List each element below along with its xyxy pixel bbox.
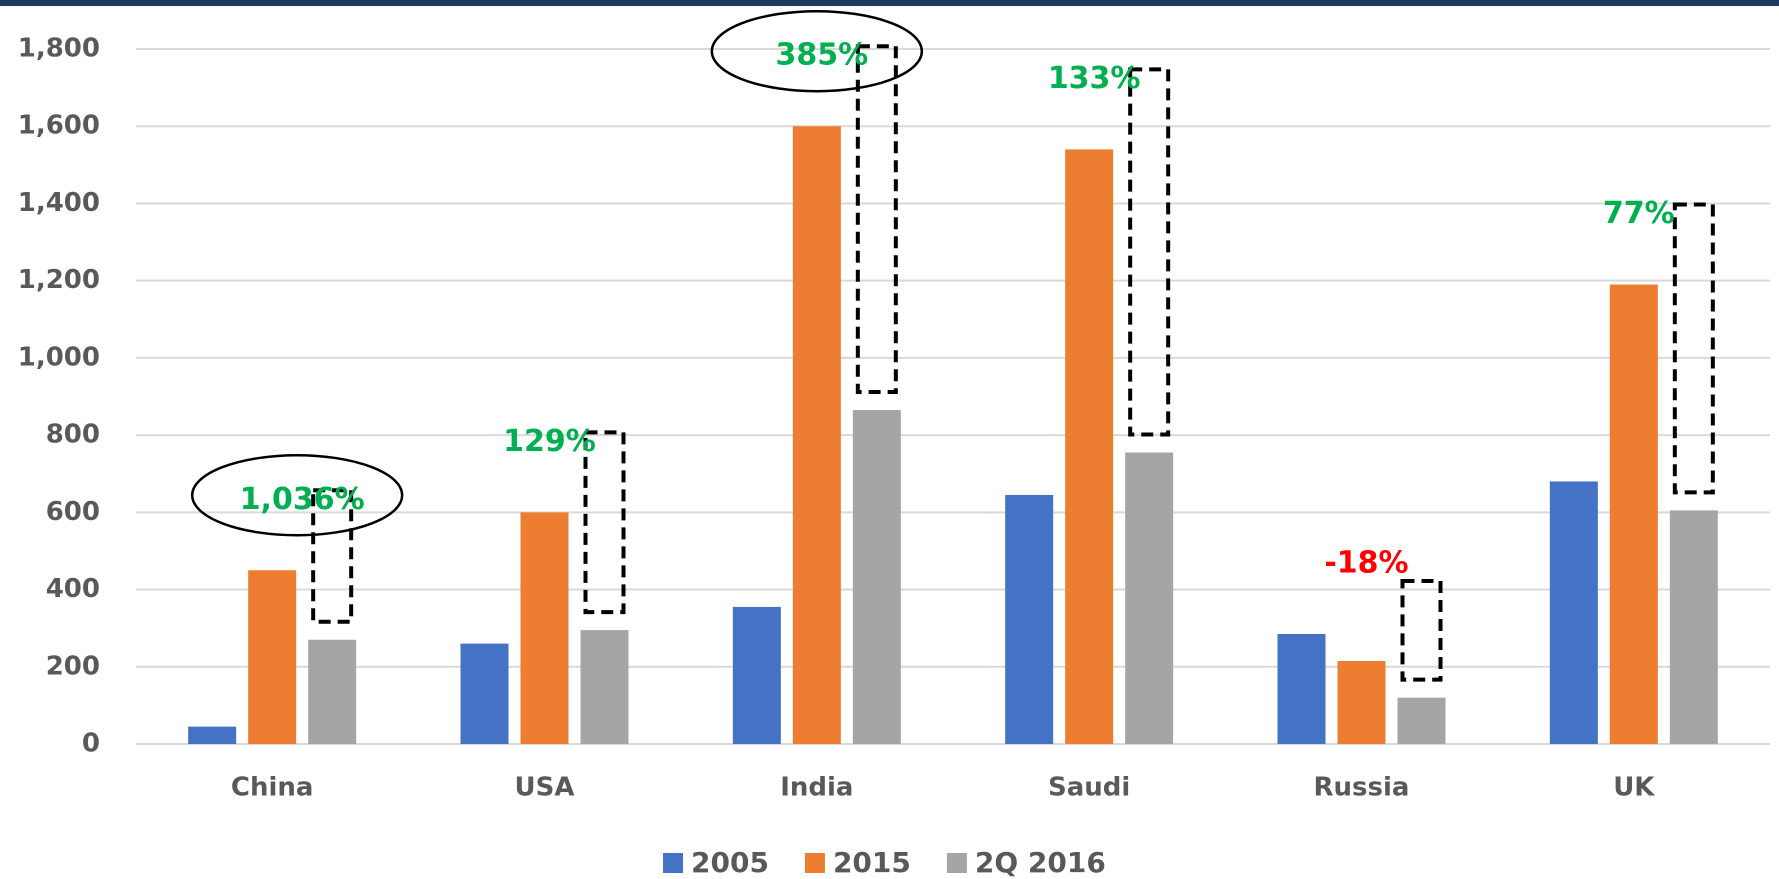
annotation: 129%	[503, 424, 596, 459]
legend-label: 2015	[833, 846, 911, 879]
bar	[248, 570, 297, 744]
bar	[1337, 660, 1386, 744]
bar	[1005, 494, 1054, 744]
annotation: 77%	[1603, 196, 1675, 231]
dashed-box	[1128, 67, 1171, 437]
bar	[1669, 510, 1718, 744]
annotation-circle	[190, 454, 404, 537]
legend-swatch	[946, 853, 967, 873]
bar	[732, 606, 781, 744]
bar	[1397, 697, 1446, 744]
bar	[520, 512, 569, 744]
x-tick-label: Saudi	[1048, 773, 1130, 803]
annotation: 385%	[775, 38, 868, 73]
x-tick-label: India	[780, 773, 853, 803]
dashed-box	[1672, 202, 1715, 495]
bar	[188, 726, 237, 744]
bar	[460, 643, 509, 744]
y-tick-label: 200	[46, 651, 100, 681]
x-tick-label: UK	[1613, 773, 1655, 803]
bar	[580, 630, 629, 744]
annotation: 133%	[1048, 61, 1141, 96]
bar	[852, 410, 901, 744]
y-tick-label: 1,200	[18, 265, 100, 295]
dashed-box	[855, 44, 898, 395]
annotation-circle	[710, 9, 924, 93]
y-tick-label: 0	[82, 729, 100, 759]
legend-swatch	[663, 853, 683, 873]
y-tick-label: 400	[46, 574, 100, 604]
y-tick-label: 1,800	[18, 34, 100, 64]
top-bar	[0, 0, 1779, 6]
legend-label: 2005	[691, 846, 769, 879]
dashed-box	[1400, 578, 1443, 682]
y-tick-label: 600	[46, 497, 100, 527]
y-tick-label: 800	[46, 420, 100, 450]
dashed-box	[311, 488, 354, 624]
y-tick-label: 1,000	[18, 342, 100, 372]
bar	[1125, 452, 1174, 744]
bar	[1277, 633, 1326, 744]
bar	[308, 639, 357, 744]
x-tick-label: USA	[515, 773, 575, 803]
y-tick-label: 1,400	[18, 188, 100, 218]
annotation: -18%	[1324, 545, 1408, 580]
bar	[1609, 284, 1658, 744]
bar	[1065, 149, 1114, 744]
x-tick-label: China	[231, 773, 314, 803]
x-tick-label: Russia	[1314, 773, 1410, 803]
bar	[792, 126, 841, 744]
y-tick-label: 1,600	[18, 111, 100, 141]
legend-label: 2Q 2016	[975, 846, 1106, 879]
bar	[1549, 481, 1598, 744]
annotation: 1,036%	[240, 482, 365, 517]
legend-swatch	[804, 853, 825, 873]
dashed-box	[583, 430, 626, 615]
